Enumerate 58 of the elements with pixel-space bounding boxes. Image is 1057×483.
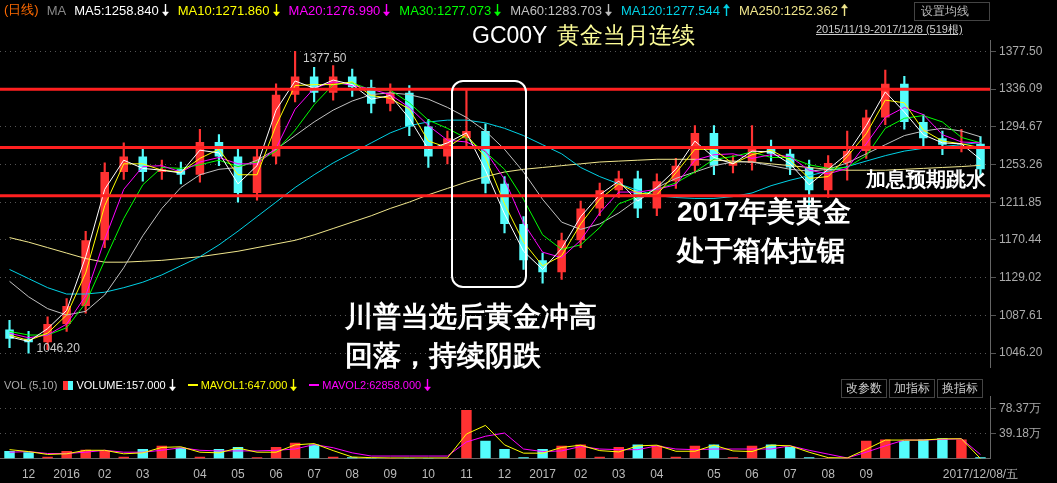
text: 改参数	[841, 379, 887, 398]
x-tick-label: 05	[231, 467, 245, 482]
text: 设置均线	[914, 2, 990, 21]
annotation: 1046.20	[36, 341, 81, 356]
x-tick-label: 07	[783, 467, 798, 482]
x-tick-label: 10	[421, 467, 436, 482]
legend-label: MA5:1258.840	[74, 2, 159, 18]
x-tick-label: 03	[612, 467, 626, 482]
x-tick-label: 04	[193, 467, 207, 482]
x-tick-label: 02	[98, 467, 112, 482]
y-tick-label: 1294.67	[999, 119, 1043, 134]
x-tick-label: 09	[383, 467, 398, 482]
legend-label: MA30:1277.073	[399, 2, 492, 18]
y-tick-label: 1377.50	[999, 43, 1043, 58]
x-tick-label: 05	[707, 467, 721, 482]
text: 2015/11/19-2017/12/8 (519根)	[816, 22, 963, 37]
legend-label: MA120:1277.544	[620, 2, 720, 18]
legend-label: MA10:1271.860	[177, 2, 270, 18]
x-tick-label: 2017	[529, 467, 557, 482]
x-tick-label: 07	[307, 467, 322, 482]
y-tick-label: 78.37万	[999, 400, 1042, 415]
x-tick-label: 2017/12/08/五	[942, 467, 1019, 482]
x-tick-label: 04	[650, 467, 664, 482]
y-tick-label: 39.18万	[999, 425, 1042, 440]
x-tick-label: 03	[136, 467, 150, 482]
x-tick-label: 12	[497, 467, 512, 482]
y-tick-label: 1336.09	[999, 81, 1043, 96]
annotation: 川普当选后黄金冲高回落，持续阴跌	[345, 300, 598, 374]
x-tick-label: 11	[460, 467, 473, 482]
text: (日线)	[4, 1, 39, 19]
legend-label: MAVOL1:647.000	[200, 379, 288, 391]
x-tick-label: 08	[345, 467, 360, 482]
x-tick-label: 12	[21, 467, 36, 482]
y-tick-label: 1046.20	[999, 345, 1043, 360]
annotation: 2017年美黄金处于箱体拉锯	[677, 195, 853, 269]
legend-label: MA250:1252.362	[738, 2, 838, 18]
text: 加指标	[889, 379, 935, 398]
x-tick-label: 08	[821, 467, 836, 482]
x-tick-label: 09	[859, 467, 874, 482]
chart-title: GC00Y 黄金当月连续	[472, 22, 696, 48]
x-tick-label: 2016	[53, 467, 81, 482]
x-tick-label: 06	[269, 467, 284, 482]
legend-label: MAVOL2:62858.000	[322, 379, 422, 391]
y-tick-label: 1253.26	[999, 156, 1043, 171]
chart-title: VOL (5,10)	[4, 379, 58, 391]
text: 换指标	[937, 379, 983, 398]
legend-label: MA60:1283.703	[510, 2, 602, 18]
y-tick-label: 1211.85	[999, 194, 1042, 209]
legend-label: VOLUME:157.000	[76, 379, 166, 391]
annotation: 加息预期跳水	[866, 167, 987, 192]
annotation: 1377.50	[303, 50, 347, 65]
text: MA	[46, 2, 67, 18]
x-tick-label: 06	[745, 467, 760, 482]
y-tick-label: 1129.02	[999, 269, 1042, 284]
y-tick-label: 1170.44	[999, 232, 1042, 247]
legend-label: MA20:1276.990	[288, 2, 381, 18]
x-tick-label: 02	[573, 467, 588, 482]
y-tick-label: 1087.61	[999, 307, 1043, 322]
